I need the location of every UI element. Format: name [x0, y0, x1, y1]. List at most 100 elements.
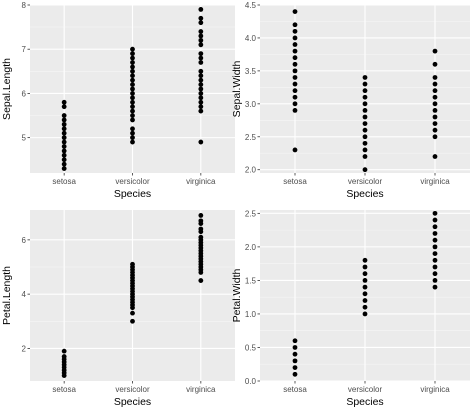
data-point-setosa	[61, 144, 67, 149]
data-point-virginica	[432, 237, 438, 243]
data-point-setosa	[292, 81, 298, 87]
y-tick-label: 4.0	[245, 34, 257, 43]
data-point-setosa	[61, 152, 67, 158]
y-tick-label: 6	[22, 89, 27, 98]
y-axis-title: Petal.Length	[1, 266, 13, 325]
data-point-versicolor	[362, 264, 368, 270]
x-tick-label: setosa	[52, 177, 76, 186]
x-tick-label: virginica	[420, 385, 450, 394]
y-tick-label: 2.5	[245, 133, 257, 142]
data-point-setosa	[292, 338, 298, 344]
data-point-virginica	[432, 94, 438, 100]
data-point-versicolor	[362, 94, 368, 100]
data-point-virginica	[432, 257, 438, 263]
y-tick-label: 3.0	[245, 100, 257, 109]
data-point-versicolor	[130, 64, 135, 70]
data-point-virginica	[432, 48, 438, 54]
data-point-virginica	[432, 154, 438, 159]
data-point-virginica	[198, 68, 204, 74]
chart-panel-4: 0.0 0.5 1.0 1.5 2.0 2.5 setosa versicolor virgin…	[231, 209, 470, 408]
y-tick-label: 2.0	[245, 243, 257, 252]
data-point-versicolor	[362, 121, 368, 126]
data-point-setosa	[292, 22, 298, 28]
chart-panel-3: 2 4 6 setosa versicolor virginica Species Petal…	[1, 210, 235, 408]
data-point-versicolor	[362, 134, 368, 140]
data-point-setosa	[61, 104, 67, 110]
y-tick-label: 2.0	[245, 166, 257, 175]
data-point-virginica	[432, 121, 438, 126]
data-point-versicolor	[130, 117, 135, 123]
data-point-versicolor	[130, 99, 135, 105]
y-axis-title: Sepal.Length	[1, 58, 13, 120]
data-point-versicolor	[130, 139, 135, 145]
data-point-virginica	[432, 210, 438, 216]
data-point-versicolor	[130, 86, 135, 92]
data-point-versicolor	[130, 51, 135, 57]
data-point-virginica	[198, 82, 204, 87]
data-point-virginica	[432, 88, 438, 94]
data-point-virginica	[432, 231, 438, 236]
data-point-versicolor	[130, 113, 135, 118]
data-point-virginica	[198, 95, 204, 101]
data-point-versicolor	[362, 311, 368, 317]
data-point-versicolor	[130, 55, 135, 61]
data-point-virginica	[198, 15, 204, 21]
data-point-versicolor	[362, 167, 368, 173]
data-point-setosa	[292, 68, 298, 74]
data-point-virginica	[198, 99, 204, 105]
y-tick-label: 0.5	[245, 343, 257, 352]
data-point-setosa	[292, 147, 298, 153]
data-point-setosa	[292, 94, 298, 100]
x-tick-label: setosa	[283, 177, 307, 186]
data-point-versicolor	[362, 108, 368, 113]
data-point-setosa	[61, 161, 67, 167]
data-point-versicolor	[362, 81, 368, 87]
data-point-setosa	[61, 126, 67, 132]
data-point-virginica	[198, 218, 204, 224]
data-point-versicolor	[362, 257, 368, 263]
x-tick-label: setosa	[283, 385, 307, 394]
data-point-versicolor	[130, 46, 135, 52]
data-point-virginica	[198, 37, 204, 43]
data-point-versicolor	[130, 261, 135, 267]
x-tick-label: versicolor	[115, 385, 150, 394]
data-point-versicolor	[362, 147, 368, 153]
data-point-setosa	[61, 121, 67, 127]
data-point-virginica	[432, 244, 438, 250]
data-point-versicolor	[362, 101, 368, 107]
data-point-versicolor	[130, 108, 135, 114]
y-tick-label: 1.0	[245, 310, 257, 319]
data-point-setosa	[61, 157, 67, 163]
data-point-setosa	[292, 365, 298, 370]
data-point-setosa	[61, 135, 67, 141]
data-point-virginica	[198, 278, 204, 283]
x-tick-label: virginica	[186, 385, 216, 394]
data-point-versicolor	[130, 68, 135, 74]
data-point-versicolor	[130, 95, 135, 101]
data-point-setosa	[292, 9, 298, 14]
data-point-virginica	[198, 42, 204, 48]
data-point-virginica	[432, 114, 438, 120]
data-point-setosa	[61, 354, 67, 359]
data-point-setosa	[292, 48, 298, 54]
data-point-setosa	[61, 348, 67, 354]
data-point-setosa	[292, 108, 298, 113]
data-point-versicolor	[130, 77, 135, 83]
y-tick-label: 1.5	[245, 276, 257, 285]
data-point-virginica	[432, 108, 438, 113]
data-point-versicolor	[362, 284, 368, 290]
data-point-setosa	[292, 35, 298, 41]
data-point-versicolor	[362, 140, 368, 146]
data-point-virginica	[432, 264, 438, 270]
x-tick-label: virginica	[186, 177, 216, 186]
data-point-virginica	[432, 217, 438, 223]
data-point-setosa	[61, 113, 67, 118]
y-tick-label: 2.5	[245, 209, 257, 218]
data-point-virginica	[198, 77, 204, 83]
data-point-versicolor	[130, 318, 135, 324]
x-tick-label: setosa	[52, 385, 76, 394]
data-point-virginica	[198, 51, 204, 57]
data-point-virginica	[432, 278, 438, 283]
data-point-virginica	[198, 20, 204, 26]
data-point-virginica	[198, 73, 204, 79]
